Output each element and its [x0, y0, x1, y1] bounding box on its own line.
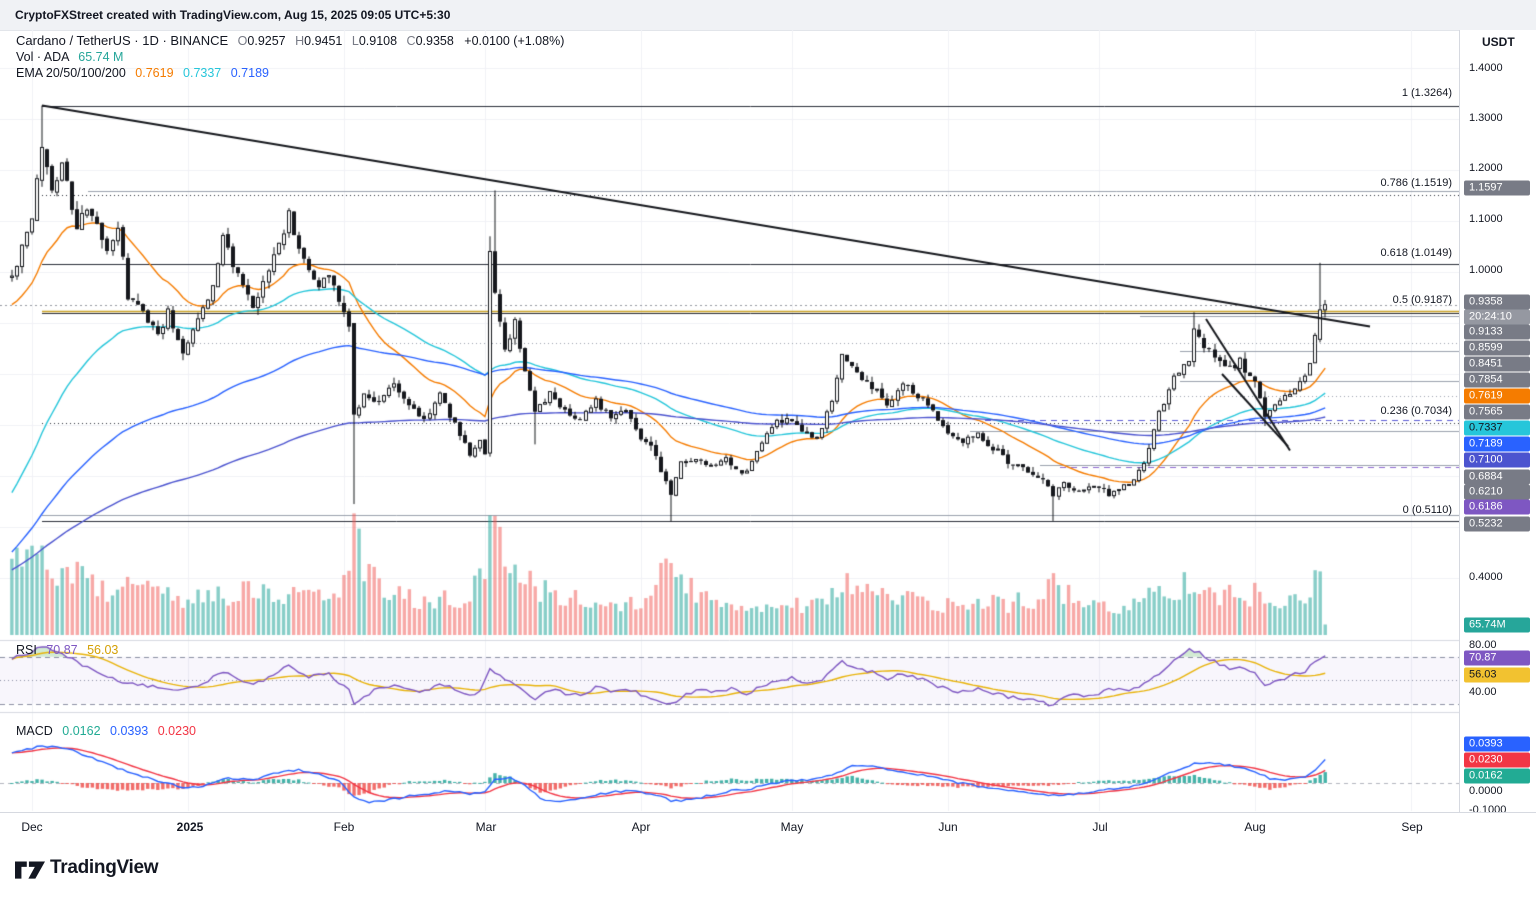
price-axis-badge: 0.7337 — [1464, 420, 1530, 436]
price-axis-badge: 0.6186 — [1464, 499, 1530, 515]
time-axis-label: Aug — [1244, 820, 1266, 834]
macd-line-value: 0.0393 — [110, 724, 149, 738]
price-axis-badge: 0.8451 — [1464, 356, 1530, 372]
ohlc-open-label: O — [237, 34, 248, 48]
volume-legend-row[interactable]: Vol · ADA 65.74 M — [16, 49, 564, 65]
time-axis-label: Apr — [631, 820, 651, 834]
symbol-legend-row[interactable]: Cardano / TetherUS · 1D · BINANCE O0.925… — [16, 33, 564, 49]
ohlc-close-value: 0.9358 — [415, 34, 454, 48]
ohlc-low-value: 0.9108 — [358, 34, 398, 48]
price-axis-badge: 0.7619 — [1464, 388, 1530, 404]
symbol-title: Cardano / TetherUS · 1D · BINANCE — [16, 33, 229, 48]
time-axis-label: Jul — [1092, 820, 1108, 834]
price-scale[interactable]: USDT 1.4000 1.3000 1.2000 1.1000 1.1597 1.000… — [1459, 30, 1536, 840]
rsi-legend-label: RSI — [16, 643, 37, 657]
macd-legend-row[interactable]: MACD 0.0162 0.0393 0.0230 — [16, 724, 196, 738]
price-axis-label: 0.4000 — [1469, 571, 1503, 583]
time-axis-label: Mar — [475, 820, 497, 834]
footer-bar: TradingView — [0, 840, 1536, 899]
price-axis-badge: 20:24:10 — [1464, 309, 1530, 325]
rsi-value: 70.87 — [46, 643, 78, 657]
price-axis-badge: 0.0393 — [1464, 736, 1530, 752]
price-axis-badge: 0.9358 — [1464, 294, 1530, 310]
ema-legend-row[interactable]: EMA 20/50/100/200 0.7619 0.7337 0.7189 — [16, 65, 564, 81]
price-axis-label: 1.1000 — [1469, 213, 1503, 225]
price-axis-label: 80.00 — [1469, 639, 1497, 651]
ema20-value: 0.7619 — [135, 66, 174, 80]
time-axis-label: May — [780, 820, 804, 834]
price-axis-badge: 1.1597 — [1464, 180, 1530, 196]
rsi-ma-value: 56.03 — [87, 643, 119, 657]
quote-currency-label: USDT — [1482, 35, 1515, 49]
chart-legend: Cardano / TetherUS · 1D · BINANCE O0.925… — [16, 33, 564, 81]
price-axis-badge: 0.8599 — [1464, 340, 1530, 356]
price-axis-badge: 0.7565 — [1464, 404, 1530, 420]
time-axis-label: Feb — [333, 820, 355, 834]
ohlc-high-value: 0.9451 — [304, 34, 343, 48]
time-axis-label: Jun — [938, 820, 958, 834]
price-chart-canvas[interactable] — [0, 30, 1459, 812]
price-axis-label: 1.0000 — [1469, 264, 1503, 276]
price-axis-badge: 0.6884 — [1464, 469, 1530, 485]
price-axis-label: 40.00 — [1469, 686, 1497, 698]
price-axis-badge: 0.9133 — [1464, 324, 1530, 340]
price-axis-badge: 0.0230 — [1464, 752, 1530, 768]
price-axis-badge: 56.03 — [1464, 667, 1530, 683]
price-axis-badge: 0.7100 — [1464, 452, 1530, 468]
volume-legend-value: 65.74 M — [78, 50, 124, 64]
price-axis-badge: 70.87 — [1464, 650, 1530, 666]
tradingview-logo-icon[interactable] — [15, 857, 45, 881]
time-axis-label: 2025 — [176, 820, 204, 834]
time-scale[interactable]: Dec 2025 Feb Mar Apr May Jun Jul Aug Sep — [0, 812, 1536, 841]
ema-legend-label: EMA 20/50/100/200 — [16, 66, 126, 80]
time-axis-label: Dec — [21, 820, 43, 834]
time-axis-label: Sep — [1401, 820, 1423, 834]
ohlc-high-label: H — [295, 34, 305, 48]
macd-signal-value: 0.0230 — [157, 724, 196, 738]
ema50-value: 0.7337 — [183, 66, 222, 80]
attribution-text: CryptoFXStreet created with TradingView.… — [15, 8, 451, 22]
change-value: +0.0100 (+1.08%) — [464, 34, 565, 48]
price-axis-badge: 0.0162 — [1464, 768, 1530, 784]
price-axis-label: 0.0000 — [1469, 785, 1503, 797]
volume-legend-label: Vol · ADA — [16, 50, 69, 64]
price-axis-label: 1.3000 — [1469, 112, 1503, 124]
ohlc-low-label: L — [351, 34, 359, 48]
macd-legend-label: MACD — [16, 724, 53, 738]
price-axis-label: 1.4000 — [1469, 62, 1503, 74]
ohlc-open-value: 0.9257 — [247, 34, 286, 48]
attribution-bar: CryptoFXStreet created with TradingView.… — [0, 0, 1536, 31]
price-axis-label: 1.2000 — [1469, 162, 1503, 174]
rsi-legend-row[interactable]: RSI 70.87 56.03 — [16, 643, 118, 657]
price-axis-badge: 0.6210 — [1464, 484, 1530, 500]
price-axis-badge: 0.7189 — [1464, 436, 1530, 452]
price-axis-badge: 0.5232 — [1464, 516, 1530, 532]
price-axis-badge: 65.74M — [1464, 617, 1530, 633]
price-axis-badge: 0.7854 — [1464, 372, 1530, 388]
tradingview-wordmark[interactable]: TradingView — [50, 857, 159, 878]
macd-hist-value: 0.0162 — [62, 724, 101, 738]
ema100-value: 0.7189 — [230, 66, 269, 80]
ohlc-close-label: C — [406, 34, 416, 48]
